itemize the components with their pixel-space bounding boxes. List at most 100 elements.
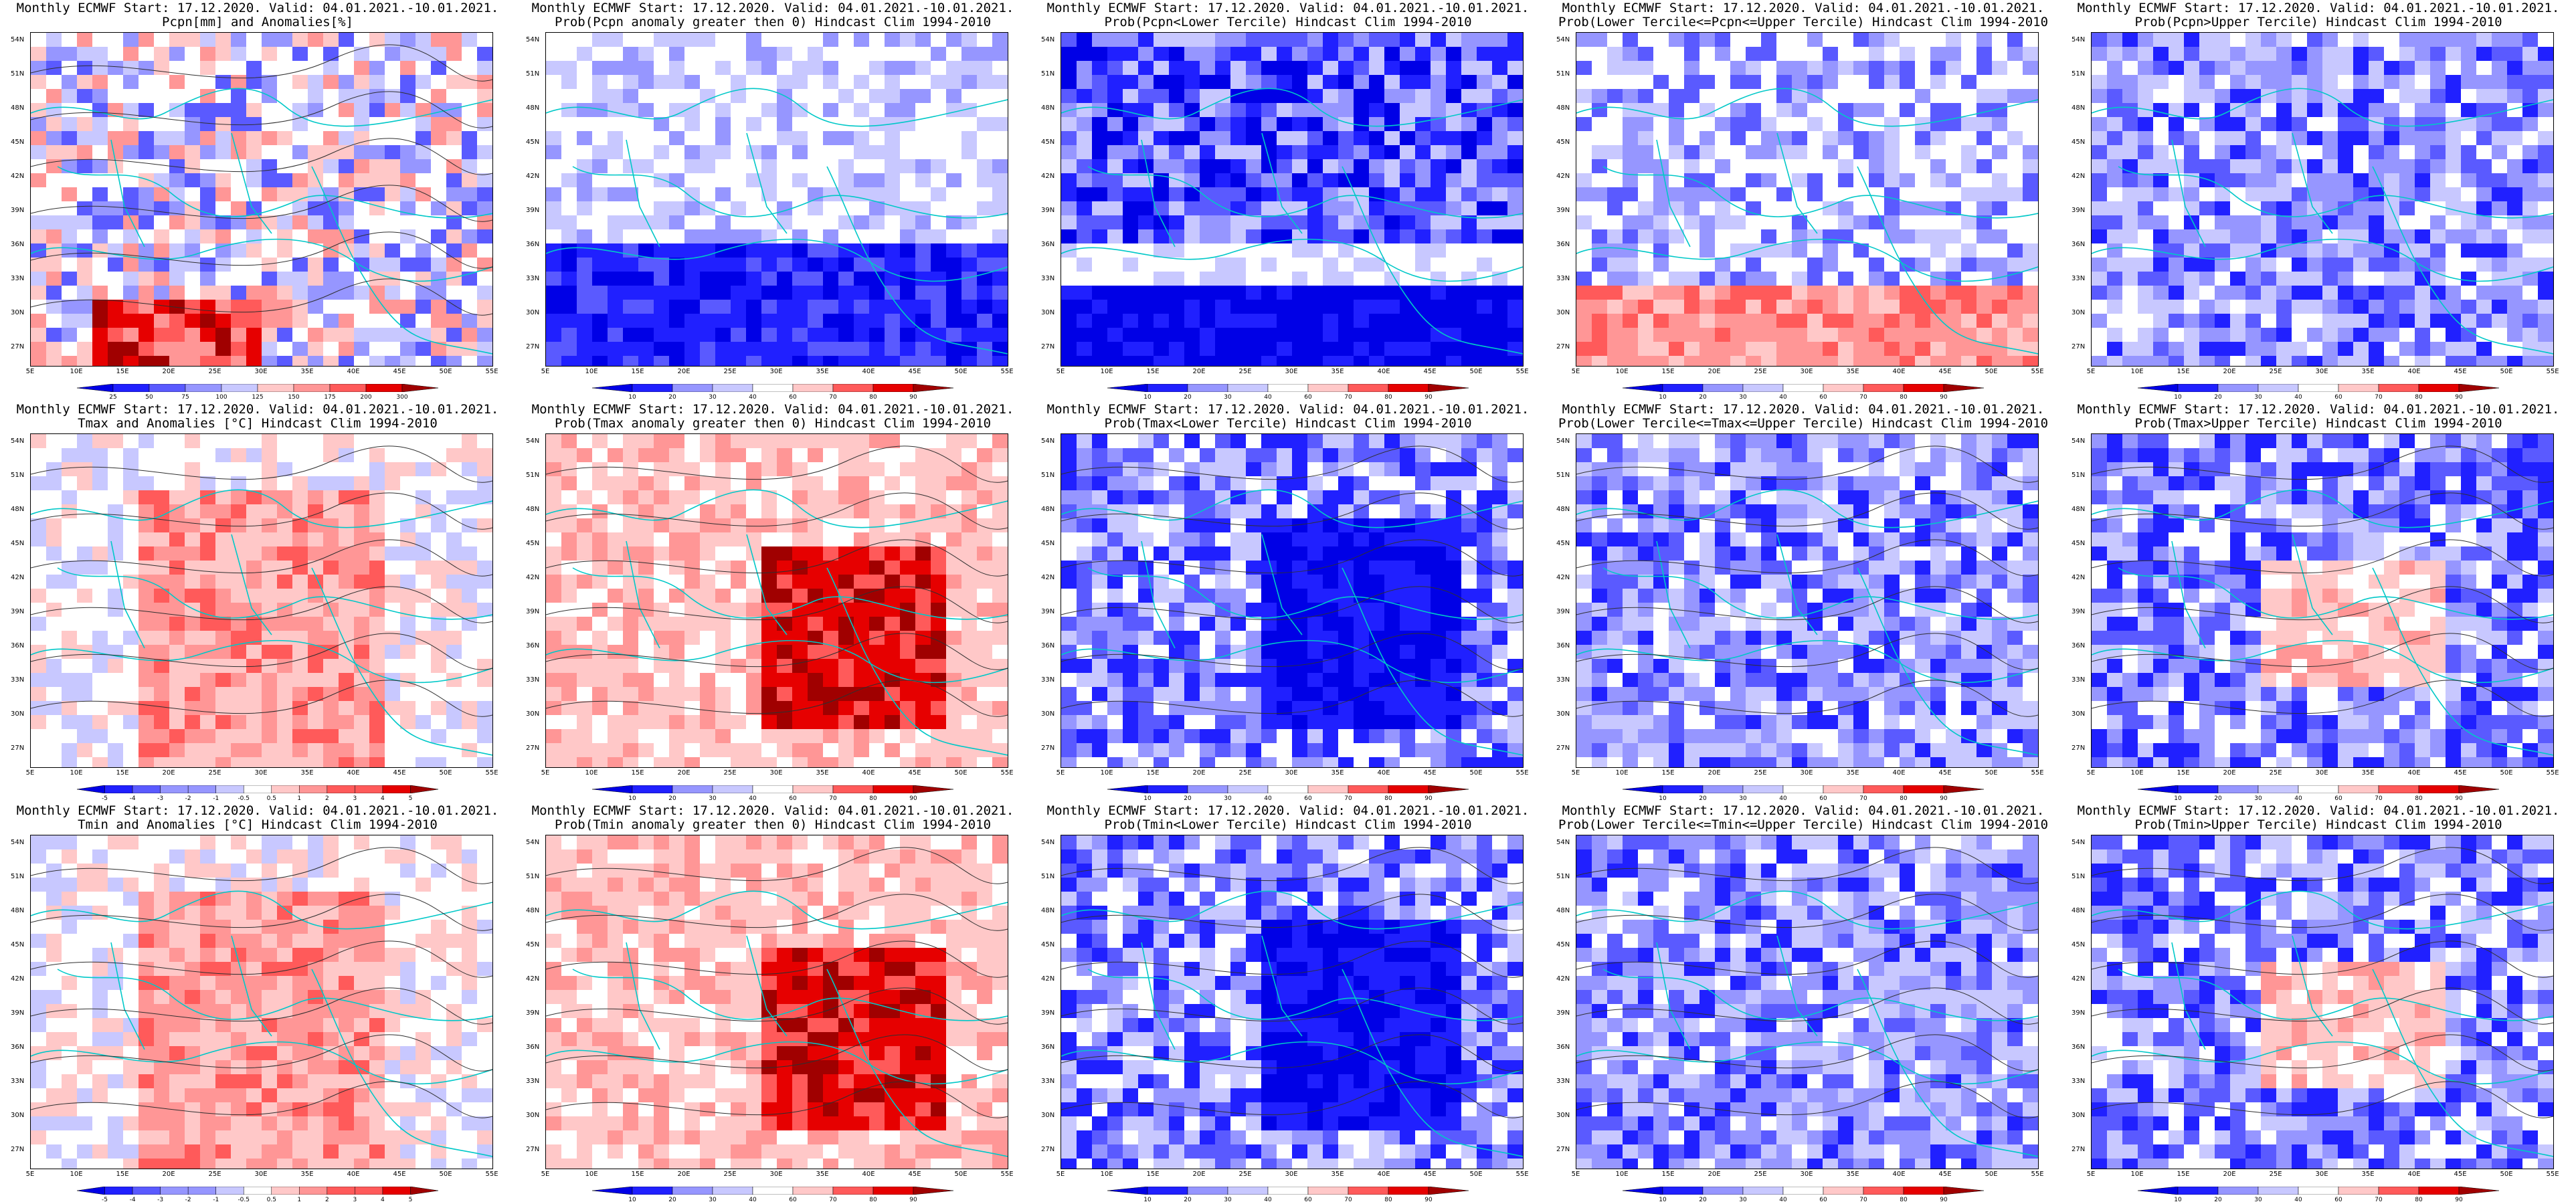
field-cell bbox=[416, 490, 432, 505]
field-cell bbox=[1884, 187, 1900, 202]
field-cell bbox=[123, 617, 139, 631]
field-cell bbox=[2023, 286, 2038, 300]
field-cell bbox=[1138, 314, 1154, 328]
field-cell bbox=[1246, 47, 1262, 62]
field-cell bbox=[2107, 243, 2123, 258]
colorbar-segment bbox=[355, 785, 383, 793]
field-cell bbox=[108, 272, 124, 286]
field-cell bbox=[1107, 356, 1123, 366]
field-cell bbox=[1215, 159, 1231, 174]
field-cell bbox=[1699, 159, 1716, 174]
field-cell bbox=[1107, 342, 1123, 357]
field-cell bbox=[654, 229, 670, 244]
field-cell bbox=[2230, 159, 2246, 174]
field-cell bbox=[946, 258, 962, 272]
field-cell bbox=[2023, 103, 2038, 118]
field-cell bbox=[823, 448, 839, 463]
field-cell bbox=[1384, 229, 1400, 244]
field-cell bbox=[1976, 89, 1993, 104]
field-cell bbox=[2461, 356, 2477, 366]
map-panel: Monthly ECMWF Start: 17.12.2020. Valid: … bbox=[515, 0, 1030, 401]
field-cell bbox=[977, 546, 993, 561]
field-cell bbox=[462, 701, 478, 716]
field-cell bbox=[92, 518, 108, 533]
field-cell bbox=[1431, 117, 1447, 132]
field-cell bbox=[2023, 159, 2038, 174]
field-cell bbox=[1154, 145, 1170, 160]
field-cell bbox=[2007, 356, 2023, 366]
field-cell bbox=[2276, 159, 2292, 174]
field-cell bbox=[477, 575, 492, 589]
field-cell bbox=[700, 356, 716, 366]
field-cell bbox=[416, 757, 432, 767]
field-cell bbox=[2153, 286, 2169, 300]
field-cell bbox=[231, 476, 247, 491]
field-cell bbox=[2369, 47, 2385, 62]
field-cell bbox=[2492, 215, 2508, 230]
colorbar-tick-label: 175 bbox=[324, 394, 336, 401]
colorbar-tick-label: 80 bbox=[1384, 394, 1392, 401]
field-cell bbox=[1307, 201, 1323, 216]
field-cell bbox=[1699, 103, 1716, 118]
field-cell bbox=[623, 47, 639, 62]
field-cell bbox=[1461, 131, 1477, 146]
field-cell bbox=[354, 47, 370, 62]
field-cell bbox=[1400, 201, 1416, 216]
field-cell bbox=[746, 504, 762, 519]
field-cell bbox=[2369, 328, 2385, 342]
colorbar-segment bbox=[112, 384, 150, 392]
field-cell bbox=[638, 356, 654, 366]
field-cell bbox=[561, 215, 577, 230]
map-panel: Monthly ECMWF Start: 17.12.2020. Valid: … bbox=[1030, 0, 1546, 401]
field-cell bbox=[31, 342, 47, 357]
field-cell bbox=[292, 434, 308, 449]
field-cell bbox=[1477, 272, 1493, 286]
field-cell bbox=[2230, 243, 2246, 258]
field-cell bbox=[323, 575, 339, 589]
field-cell bbox=[2138, 103, 2154, 118]
latitude-label: 33N bbox=[11, 275, 25, 282]
field-cell bbox=[2169, 229, 2185, 244]
field-cell bbox=[2261, 342, 2277, 357]
field-cell bbox=[2492, 356, 2508, 366]
field-cell bbox=[592, 589, 608, 603]
field-cell bbox=[2322, 201, 2338, 216]
field-cell bbox=[700, 187, 716, 202]
field-cell bbox=[2492, 286, 2508, 300]
field-cell bbox=[246, 757, 262, 767]
field-cell bbox=[262, 589, 278, 603]
field-cell bbox=[961, 187, 978, 202]
field-cell bbox=[308, 272, 324, 286]
field-cell bbox=[154, 187, 170, 202]
field-cell bbox=[1277, 89, 1293, 104]
field-cell bbox=[2215, 258, 2231, 272]
field-cell bbox=[808, 89, 824, 104]
longitude-label: 35E bbox=[300, 368, 314, 375]
field-cell bbox=[2538, 47, 2553, 62]
field-cell bbox=[992, 448, 1008, 463]
field-cell bbox=[2138, 229, 2154, 244]
field-cell bbox=[2245, 356, 2262, 366]
colorbar-tick-label: 60 bbox=[1819, 394, 1827, 401]
field-cell bbox=[1338, 47, 1354, 62]
field-cell bbox=[277, 673, 293, 688]
field-cell bbox=[2507, 33, 2523, 47]
field-cell bbox=[2122, 75, 2138, 90]
field-cell bbox=[1061, 187, 1077, 202]
field-cell bbox=[323, 75, 339, 90]
field-cell bbox=[277, 159, 293, 174]
field-cell bbox=[2276, 187, 2292, 202]
field-cell bbox=[577, 89, 593, 104]
field-cell bbox=[108, 117, 124, 132]
field-cell bbox=[292, 617, 308, 631]
field-cell bbox=[1946, 187, 1962, 202]
field-cell bbox=[431, 229, 447, 244]
colorbar-tick-label: -4 bbox=[129, 795, 136, 802]
field-cell bbox=[462, 47, 478, 62]
field-cell bbox=[200, 462, 216, 477]
field-cell bbox=[931, 215, 947, 230]
field-cell bbox=[715, 173, 731, 188]
field-cell bbox=[277, 258, 293, 272]
field-cell bbox=[1169, 215, 1185, 230]
field-cell bbox=[1869, 117, 1885, 132]
